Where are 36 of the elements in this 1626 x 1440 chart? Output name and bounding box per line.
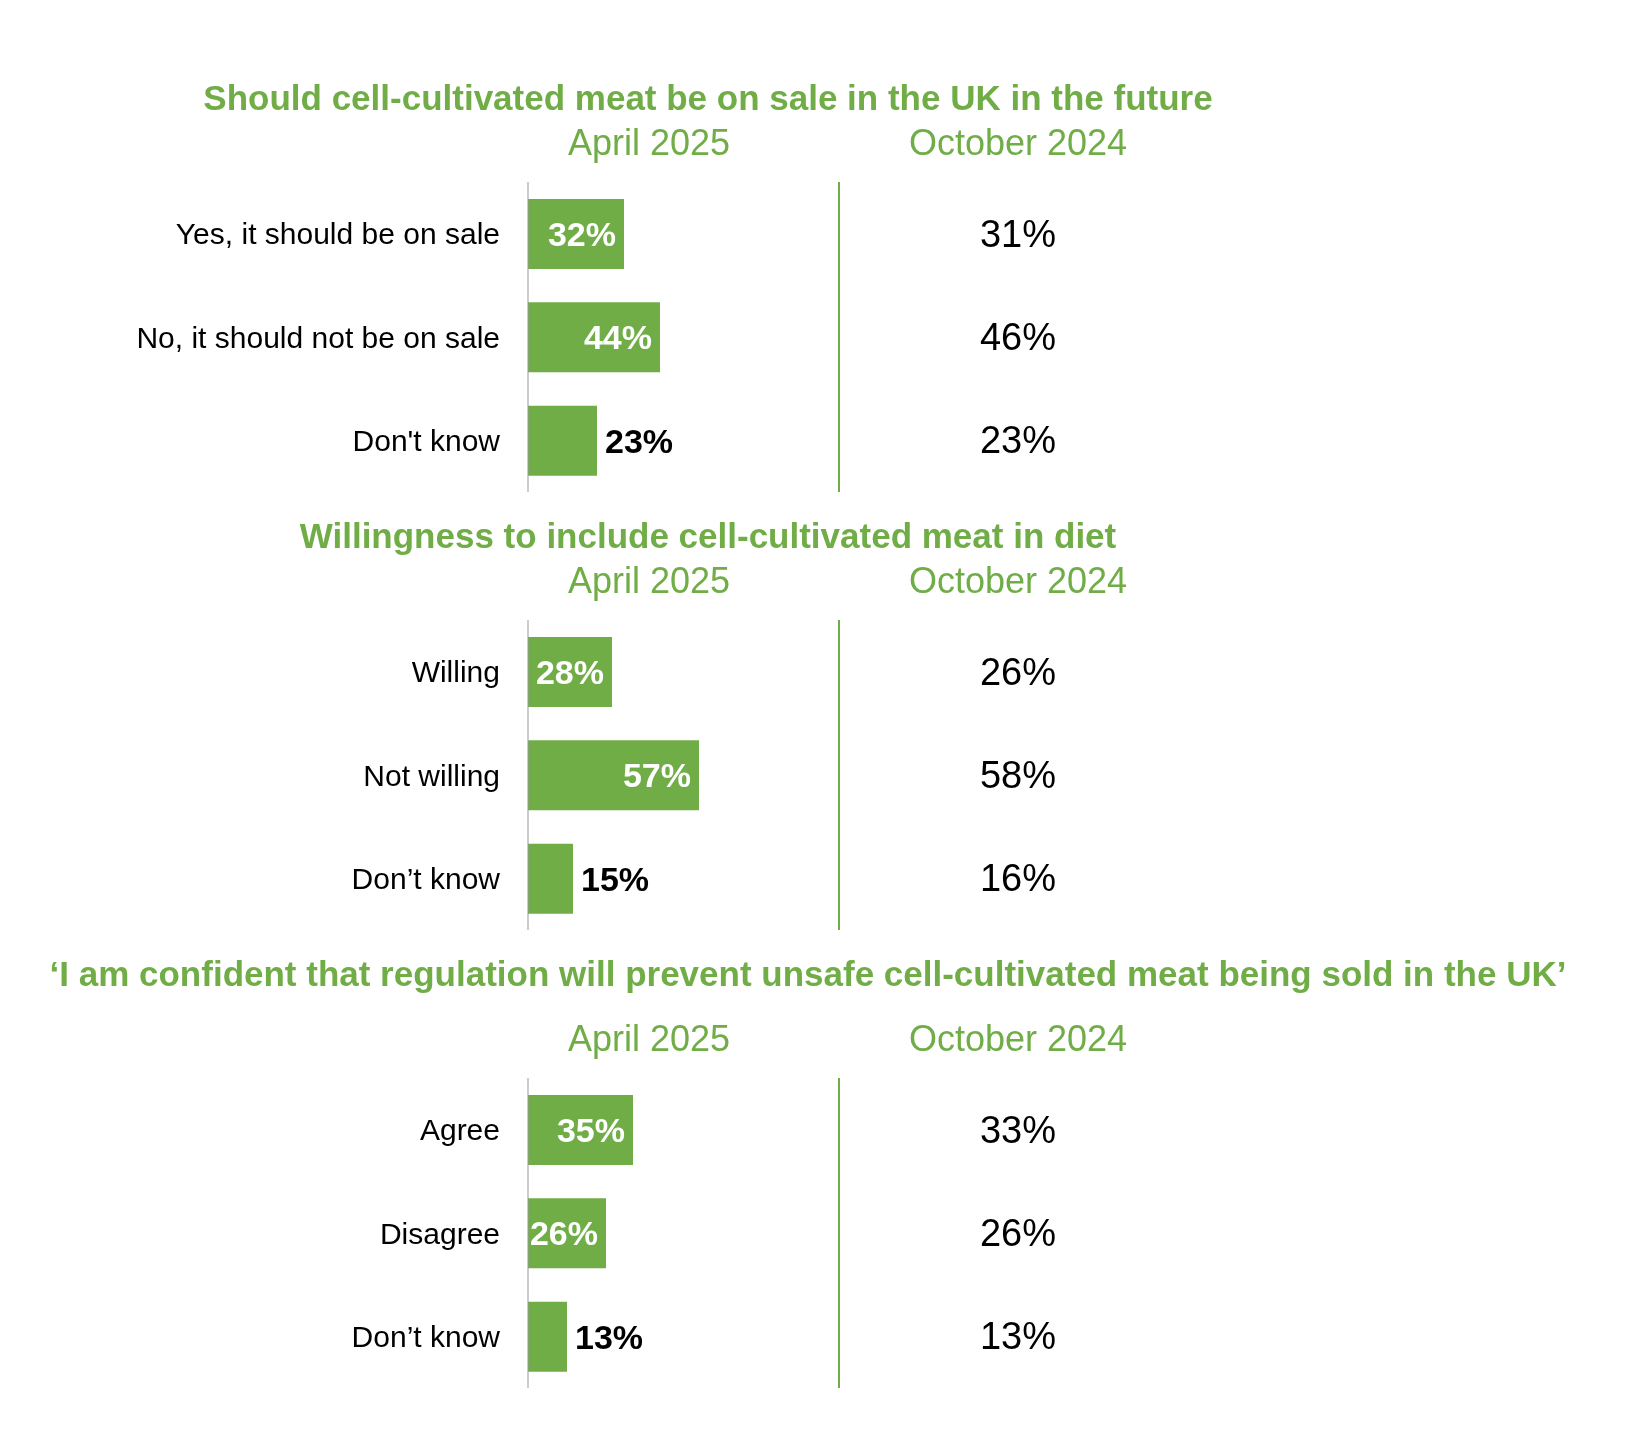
- y-tick-label: Agree: [419, 1113, 500, 1147]
- text: ‘I am confident that regulation will prevent unsafe cell-cultivated meat being sold in the UK’: [48, 954, 1568, 994]
- data-label: 26%: [529, 1214, 598, 1253]
- y-tick-label: Disagree: [379, 1216, 500, 1250]
- y-tick-label: Don’t know: [351, 861, 501, 895]
- data-label: 26%: [979, 650, 1057, 693]
- data-label: 44%: [583, 318, 652, 357]
- chart-subtitle: April 2025: [568, 560, 731, 601]
- text: October 2024: [907, 560, 1129, 603]
- data-label: 13%: [575, 1317, 644, 1356]
- data-label: 15%: [581, 859, 650, 898]
- data-label: 16%: [979, 857, 1057, 900]
- text: October 2024: [907, 122, 1129, 165]
- y-tick-label: Willing: [411, 655, 500, 689]
- data-label: 58%: [979, 754, 1057, 796]
- y-tick-label: Don’t know: [351, 1319, 501, 1353]
- data-label: 32%: [547, 215, 616, 253]
- text: October 2024: [907, 1018, 1129, 1061]
- data-label: 31%: [979, 212, 1057, 255]
- chart-subtitle: April 2025: [568, 1018, 731, 1059]
- chart-subtitle: April 2025: [568, 122, 731, 163]
- y-tick-label: No, it should not be on sale: [136, 320, 500, 354]
- data-label: 23%: [979, 419, 1057, 462]
- data-label: 13%: [979, 1315, 1057, 1358]
- chart-title: Willingness to include cell-cultivated meat in diet: [298, 516, 1118, 556]
- data-label: 57%: [622, 756, 691, 795]
- data-label: 33%: [979, 1108, 1057, 1151]
- chart-title: Should cell-cultivated meat be on sale in the UK in the future: [202, 78, 1214, 118]
- data-label: 26%: [979, 1212, 1057, 1254]
- data-label: 23%: [605, 421, 674, 460]
- y-tick-label: Don't know: [352, 423, 501, 457]
- y-tick-label: Not willing: [363, 758, 500, 792]
- data-label: 46%: [979, 316, 1057, 358]
- y-tick-label: Yes, it should be on sale: [175, 217, 500, 251]
- data-label: 28%: [535, 653, 604, 691]
- data-label: 35%: [556, 1111, 625, 1149]
